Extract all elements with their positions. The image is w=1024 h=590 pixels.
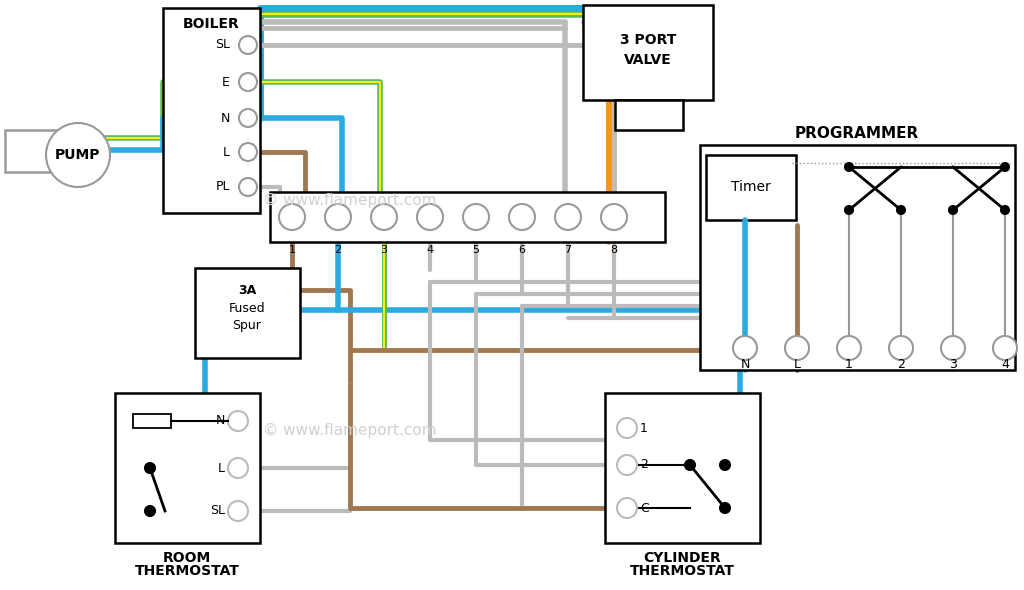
Text: N: N [740, 359, 750, 372]
Text: 4: 4 [1001, 359, 1009, 372]
Circle shape [1001, 206, 1009, 214]
Circle shape [228, 411, 248, 431]
Circle shape [371, 204, 397, 230]
Bar [195, 268, 300, 358]
Bar [163, 8, 260, 213]
Bar [706, 155, 796, 220]
Text: 2: 2 [640, 458, 648, 471]
Text: 6: 6 [518, 245, 525, 255]
Bar [700, 145, 1015, 370]
Bar [583, 5, 713, 100]
Text: N: N [216, 415, 225, 428]
Circle shape [279, 204, 305, 230]
Circle shape [417, 204, 443, 230]
Text: L: L [223, 146, 230, 159]
Text: L: L [218, 461, 225, 474]
Text: 3: 3 [381, 245, 387, 255]
Circle shape [145, 463, 155, 473]
Circle shape [941, 336, 965, 360]
Text: 7: 7 [564, 245, 571, 255]
Circle shape [228, 458, 248, 478]
Circle shape [239, 143, 257, 161]
Circle shape [897, 206, 905, 214]
Circle shape [46, 123, 110, 187]
Text: 3: 3 [949, 359, 957, 372]
Circle shape [145, 506, 155, 516]
Circle shape [720, 460, 730, 470]
Text: L: L [794, 359, 801, 372]
Text: SL: SL [215, 38, 230, 51]
Text: 3A: 3A [238, 284, 256, 297]
Text: PUMP: PUMP [55, 148, 100, 162]
Circle shape [617, 455, 637, 475]
Circle shape [889, 336, 913, 360]
Circle shape [325, 204, 351, 230]
Text: BOILER: BOILER [182, 17, 240, 31]
Text: 4: 4 [426, 245, 433, 255]
Circle shape [1001, 163, 1009, 171]
Text: 8: 8 [610, 245, 617, 255]
Circle shape [685, 460, 695, 470]
Text: C: C [640, 502, 649, 514]
Text: SL: SL [210, 504, 225, 517]
Text: N: N [220, 112, 230, 124]
Text: VALVE: VALVE [624, 53, 672, 67]
Circle shape [837, 336, 861, 360]
Bar [5, 130, 65, 172]
Circle shape [239, 109, 257, 127]
Circle shape [509, 204, 535, 230]
Circle shape [720, 503, 730, 513]
Bar [133, 414, 171, 428]
Text: 1: 1 [640, 421, 648, 434]
Text: 3 PORT: 3 PORT [620, 33, 676, 47]
Bar [270, 192, 665, 242]
Text: Fused: Fused [228, 301, 265, 314]
Text: PROGRAMMER: PROGRAMMER [795, 126, 920, 140]
Text: ROOM: ROOM [163, 551, 211, 565]
Circle shape [228, 501, 248, 521]
Text: Timer: Timer [731, 180, 771, 194]
Circle shape [617, 498, 637, 518]
Text: Spur: Spur [232, 319, 261, 332]
Text: PL: PL [215, 181, 230, 194]
Bar [115, 393, 260, 543]
Circle shape [239, 36, 257, 54]
Text: 2: 2 [897, 359, 905, 372]
Circle shape [845, 206, 853, 214]
Text: 5: 5 [472, 245, 479, 255]
Circle shape [463, 204, 489, 230]
Circle shape [601, 204, 627, 230]
Circle shape [785, 336, 809, 360]
Circle shape [555, 204, 581, 230]
Text: 2: 2 [335, 245, 342, 255]
Circle shape [239, 73, 257, 91]
Circle shape [733, 336, 757, 360]
Circle shape [949, 206, 957, 214]
Circle shape [617, 418, 637, 438]
Bar [615, 100, 683, 130]
Text: 1: 1 [845, 359, 853, 372]
Circle shape [239, 178, 257, 196]
Text: © www.flameport.com: © www.flameport.com [263, 192, 437, 208]
Text: © www.flameport.com: © www.flameport.com [263, 422, 437, 438]
Text: 1: 1 [289, 245, 296, 255]
Text: THERMOSTAT: THERMOSTAT [630, 564, 734, 578]
Circle shape [845, 163, 853, 171]
Circle shape [993, 336, 1017, 360]
Text: THERMOSTAT: THERMOSTAT [134, 564, 240, 578]
Text: CYLINDER: CYLINDER [643, 551, 721, 565]
Bar [605, 393, 760, 543]
Text: E: E [222, 76, 230, 88]
